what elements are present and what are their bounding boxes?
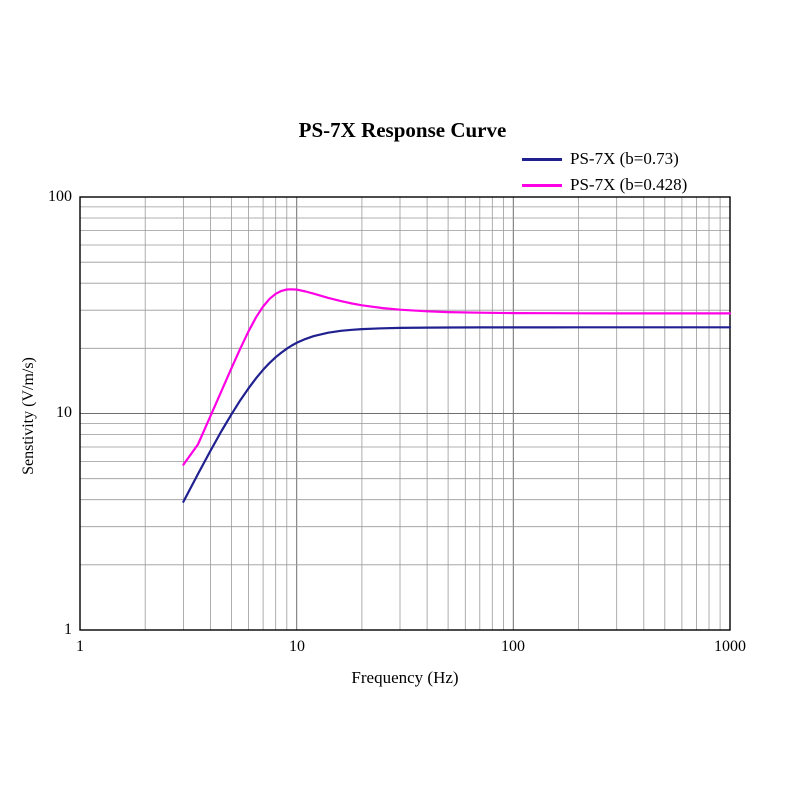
legend: PS-7X (b=0.73) PS-7X (b=0.428)	[522, 146, 687, 198]
legend-line-swatch-magenta	[522, 183, 562, 187]
x-tick-100: 100	[501, 638, 525, 655]
y-tick-10: 10	[56, 404, 72, 421]
x-tick-1000: 1000	[714, 638, 746, 655]
legend-item-b073: PS-7X (b=0.73)	[522, 146, 687, 172]
x-axis-label: Frequency (Hz)	[351, 668, 459, 687]
legend-label-b0428: PS-7X (b=0.428)	[570, 175, 688, 194]
x-tick-10: 10	[289, 638, 305, 655]
y-tick-1: 1	[64, 621, 72, 638]
y-axis-label: Senstivity (V/m/s)	[20, 357, 37, 475]
legend-label-b073: PS-7X (b=0.73)	[570, 149, 679, 168]
chart-title: PS-7X Response Curve	[298, 118, 507, 142]
y-tick-100: 100	[48, 188, 72, 205]
legend-item-b0428: PS-7X (b=0.428)	[522, 172, 687, 198]
legend-line-swatch-blue	[522, 157, 562, 161]
x-tick-1: 1	[76, 638, 84, 655]
